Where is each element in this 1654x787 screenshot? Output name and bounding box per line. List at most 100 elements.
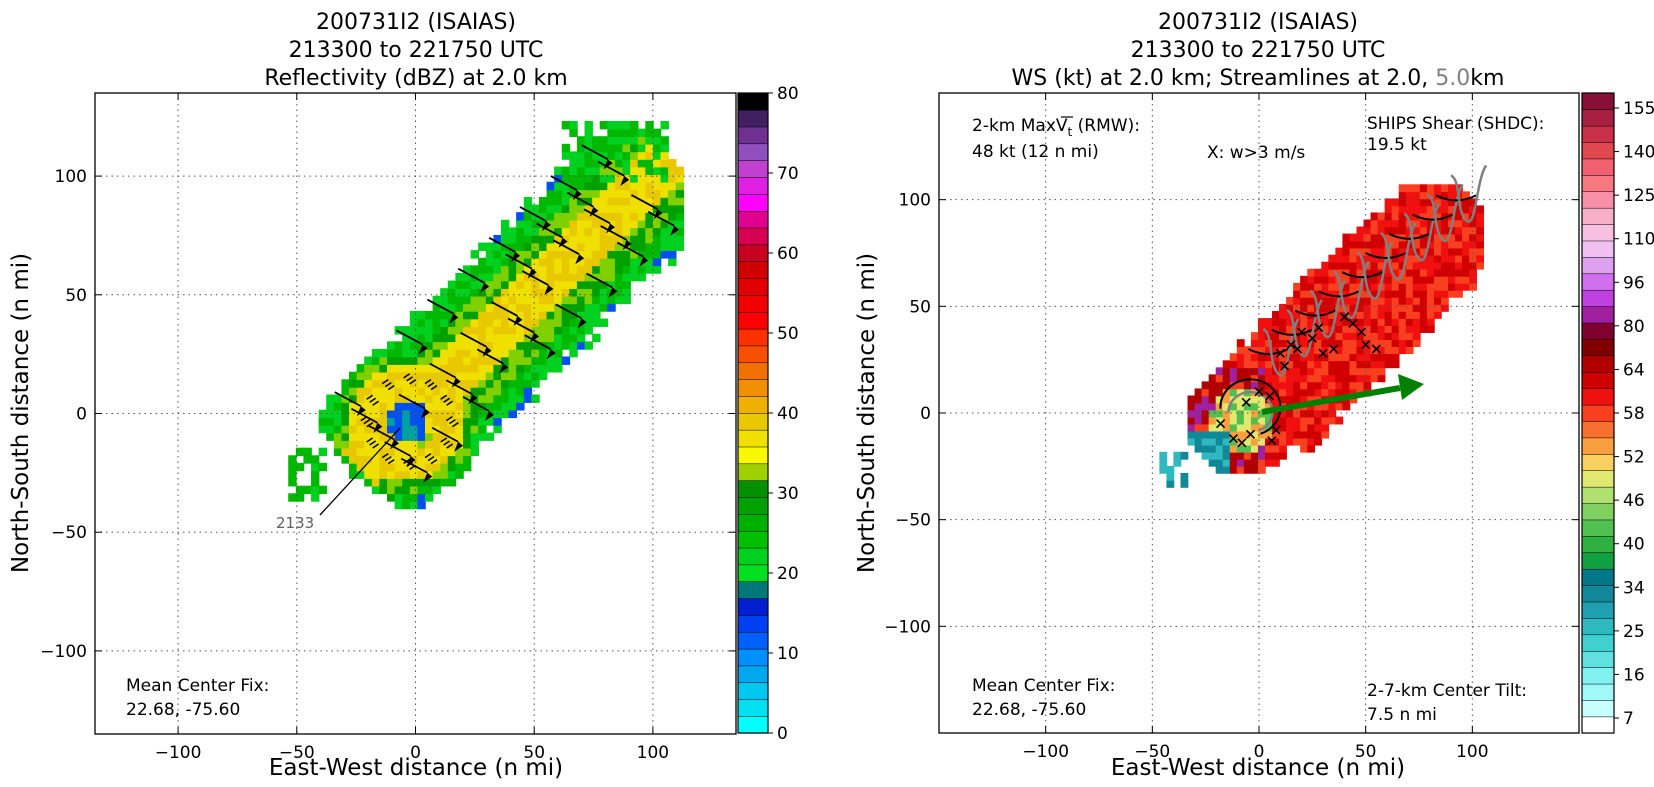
windspeed-cell (1300, 444, 1309, 453)
left-colorbar-swatch (737, 513, 769, 532)
reflectivity-cell (668, 212, 677, 221)
updraft-x-marker (1254, 387, 1264, 397)
right-colorbar-swatch (1581, 552, 1615, 570)
wind-barb-shaft (536, 222, 564, 239)
reflectivity-cell (637, 189, 647, 198)
right-colorbar-swatch (1581, 699, 1615, 718)
reflectivity-cell (432, 485, 441, 495)
windspeed-cell (1328, 353, 1337, 362)
windspeed-cell (1384, 332, 1393, 340)
windspeed-cell (1335, 261, 1344, 270)
windspeed-cell (1391, 219, 1400, 228)
reflectivity-cell (409, 394, 419, 403)
windspeed-cell (1272, 423, 1280, 432)
right-ytick-label: −50 (895, 511, 931, 531)
windspeed-cell (1377, 240, 1386, 249)
left-colorbar-label: 10 (777, 644, 799, 664)
wind-barb-shaft (396, 329, 423, 346)
right-colorbar-swatch (1581, 371, 1615, 389)
windspeed-cell (1300, 303, 1309, 312)
reflectivity-cell (645, 189, 654, 198)
reflectivity-cell (379, 364, 388, 373)
reflectivity-cell (523, 288, 533, 297)
reflectivity-cell (508, 272, 517, 282)
reflectivity-cell (371, 402, 381, 411)
windspeed-cell (1272, 325, 1280, 333)
windspeed-cell (1448, 261, 1456, 270)
reflectivity-cell (569, 250, 578, 259)
windspeed-cell (1448, 233, 1456, 242)
windspeed-cell (1272, 346, 1280, 355)
windspeed-cell (1469, 261, 1477, 270)
windspeed-cell (1321, 360, 1330, 369)
windspeed-cell (1377, 219, 1386, 228)
reflectivity-cell (424, 333, 434, 343)
reflectivity-cell (409, 424, 419, 434)
reflectivity-cell (607, 303, 616, 312)
windspeed-cell (1293, 296, 1301, 305)
reflectivity-cell (660, 174, 669, 183)
windspeed-cell (1321, 374, 1330, 383)
windspeed-cell (1328, 409, 1337, 418)
reflectivity-cell (440, 432, 449, 441)
reflectivity-cell (440, 379, 449, 388)
right-colorbar-swatch (1581, 453, 1615, 471)
reflectivity-cell (607, 280, 616, 289)
wind-barb-shaft (521, 270, 549, 286)
windspeed-cell (1300, 360, 1309, 369)
windspeed-cell (1328, 303, 1337, 312)
windspeed-cell (1370, 311, 1379, 319)
reflectivity-cell (387, 417, 396, 426)
windspeed-cell (1419, 191, 1428, 200)
left-track-line (319, 427, 401, 516)
reflectivity-cell (584, 151, 593, 160)
reflectivity-cell (379, 447, 388, 457)
reflectivity-cell (440, 288, 449, 297)
windspeed-cell (1405, 205, 1414, 214)
reflectivity-cell (440, 402, 449, 411)
reflectivity-cell (341, 455, 350, 464)
updraft-x-marker (1237, 438, 1247, 448)
reflectivity-cell (440, 326, 449, 335)
windspeed-cell (1370, 240, 1379, 249)
windspeed-cell (1257, 388, 1266, 397)
windspeed-cell (1279, 430, 1287, 439)
windspeed-cell (1356, 360, 1365, 369)
right-colorbar-swatch (1581, 585, 1615, 603)
windspeed-cell (1286, 332, 1294, 340)
windspeed-cell (1455, 212, 1463, 221)
windspeed-cell (1300, 339, 1309, 348)
windspeed-cell (1279, 437, 1287, 446)
reflectivity-cell (508, 303, 517, 312)
maxvt-label: 2-km MaxVt (RMW): (972, 116, 1140, 139)
windspeed-cell (1243, 409, 1252, 418)
right-colorbar-label: 110 (1623, 230, 1654, 250)
reflectivity-cell (493, 326, 502, 335)
reflectivity-cell (622, 288, 631, 297)
right-colorbar-swatch (1581, 158, 1615, 176)
windspeed-cell (1314, 332, 1323, 340)
reflectivity-cell (599, 242, 609, 251)
windspeed-cell (1419, 184, 1428, 193)
windspeed-cell (1433, 240, 1442, 249)
windspeed-cell (1377, 261, 1386, 270)
windspeed-cell (1419, 318, 1428, 326)
windspeed-cell (1398, 311, 1407, 319)
reflectivity-cell (569, 303, 578, 312)
reflectivity-cell (318, 447, 328, 457)
reflectivity-cell (462, 310, 472, 320)
reflectivity-cell (379, 462, 388, 472)
reflectivity-cell (417, 462, 426, 472)
windspeed-cell (1187, 437, 1196, 446)
wind-barb-shaft (488, 237, 516, 253)
reflectivity-cell (447, 424, 457, 434)
reflectivity-cell (455, 409, 464, 419)
windspeed-cell (1279, 395, 1287, 404)
reflectivity-cell (561, 212, 571, 221)
windspeed-cell (1236, 353, 1245, 362)
reflectivity-cell (614, 121, 624, 130)
reflectivity-cell (470, 295, 479, 305)
reflectivity-cell (493, 288, 502, 297)
reflectivity-cell (584, 265, 593, 274)
left-colorbar-swatch (737, 244, 769, 262)
